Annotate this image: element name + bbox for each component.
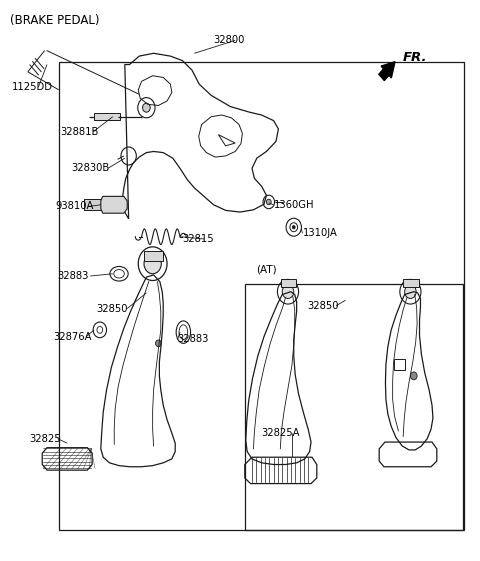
Text: (AT): (AT) <box>256 265 277 275</box>
Text: 1310JA: 1310JA <box>302 228 337 238</box>
Circle shape <box>117 203 121 207</box>
Circle shape <box>143 103 150 112</box>
Text: 93810A: 93810A <box>55 201 94 211</box>
Text: 32830B: 32830B <box>71 163 109 173</box>
Text: 32876A: 32876A <box>53 332 91 342</box>
Polygon shape <box>101 196 127 213</box>
Bar <box>84 199 102 210</box>
FancyArrow shape <box>379 62 395 81</box>
Bar <box>94 113 120 120</box>
Text: 32815: 32815 <box>182 234 214 244</box>
Text: 32881B: 32881B <box>60 127 98 137</box>
Circle shape <box>292 226 295 229</box>
Bar <box>144 251 163 261</box>
Text: 32883: 32883 <box>58 271 89 281</box>
Circle shape <box>117 199 121 204</box>
Text: 32825: 32825 <box>29 434 60 444</box>
Circle shape <box>405 285 416 298</box>
Circle shape <box>156 340 161 347</box>
Circle shape <box>144 254 161 274</box>
Text: FR.: FR. <box>403 50 428 64</box>
Text: 32883: 32883 <box>178 334 209 344</box>
Text: 32850: 32850 <box>307 301 339 311</box>
Circle shape <box>266 199 271 205</box>
Bar <box>59 62 464 530</box>
Text: (BRAKE PEDAL): (BRAKE PEDAL) <box>10 14 99 27</box>
Circle shape <box>93 322 107 338</box>
Circle shape <box>410 372 417 380</box>
Circle shape <box>282 285 294 298</box>
Text: 1360GH: 1360GH <box>274 200 314 210</box>
Bar <box>394 359 405 370</box>
Text: 32850: 32850 <box>96 304 128 314</box>
Bar <box>281 279 296 287</box>
Text: 32800: 32800 <box>214 35 245 45</box>
Bar <box>245 284 463 530</box>
Text: 1125DD: 1125DD <box>12 82 53 92</box>
Text: 32825A: 32825A <box>262 428 300 438</box>
Bar <box>403 279 419 287</box>
